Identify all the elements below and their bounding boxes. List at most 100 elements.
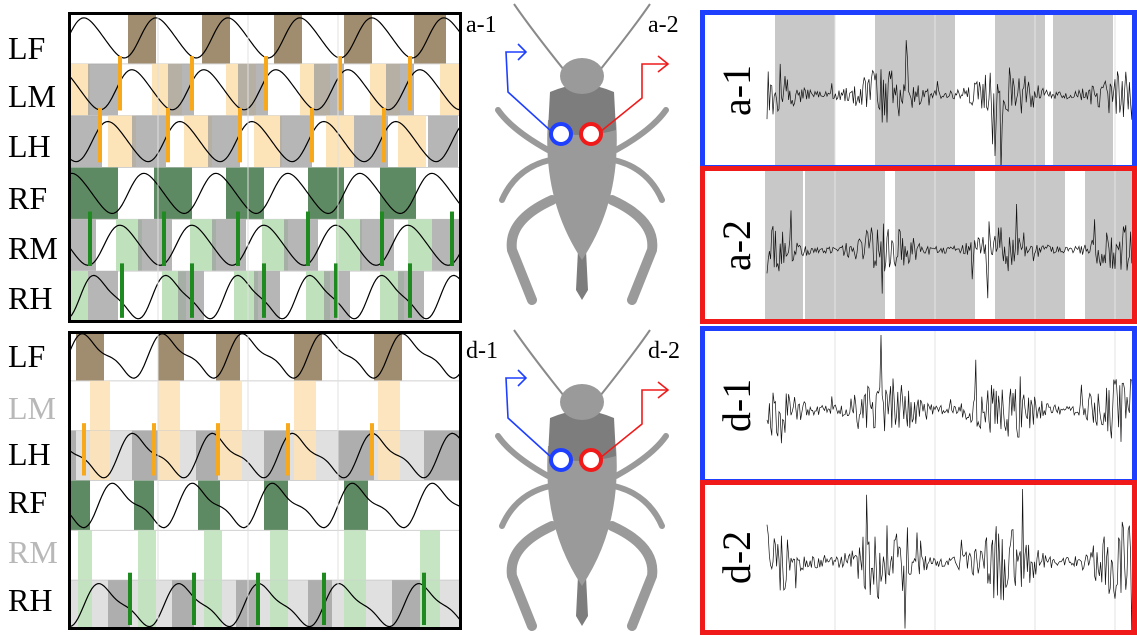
ovipositor <box>576 576 588 626</box>
swing-band <box>138 580 156 630</box>
touchdown-marker <box>152 423 156 476</box>
abdomen <box>547 120 617 260</box>
stance-band <box>132 115 166 168</box>
touchdown-marker <box>370 423 374 476</box>
electrode-label-right-top: a-2 <box>648 12 679 38</box>
swing-band <box>158 430 180 481</box>
leg-label-rf-2: RF <box>8 484 48 520</box>
joint-angle-trace <box>68 172 462 215</box>
swing-band <box>202 12 230 64</box>
midleg-left <box>499 157 553 203</box>
touchdown-marker <box>166 107 170 163</box>
recording-label-d-2: d-2 <box>714 530 760 585</box>
touchdown-marker <box>286 423 290 476</box>
hindleg-right <box>607 521 658 631</box>
electrode-left <box>549 122 573 146</box>
electrode-right <box>579 448 603 472</box>
stance-band <box>88 63 118 116</box>
stance-band <box>88 271 118 323</box>
touchdown-marker <box>128 572 132 626</box>
wire-right <box>599 63 668 133</box>
joint-angle-trace <box>68 224 462 266</box>
leg-label-rm: RM <box>8 230 58 266</box>
stance-band <box>428 115 458 168</box>
stance-band <box>238 63 268 116</box>
swing-band <box>68 63 90 116</box>
swing-band <box>336 219 362 272</box>
joint-angle-trace <box>68 482 462 529</box>
stance-band <box>108 580 130 630</box>
emg-trace <box>766 203 1132 299</box>
wire-arrow-right <box>657 55 670 73</box>
swing-band <box>154 167 192 220</box>
swing-band <box>78 530 92 581</box>
swing-band <box>274 12 302 64</box>
gait-chart-bottom <box>68 331 462 630</box>
hindleg-left <box>506 521 557 631</box>
electrode-label-left-bottom: d-1 <box>466 338 498 364</box>
stance-band <box>172 580 194 630</box>
stance-band <box>284 219 318 272</box>
wire-left <box>505 377 553 459</box>
foreleg-left <box>495 107 551 153</box>
touchdown-marker <box>338 56 342 111</box>
pronotum <box>548 411 616 461</box>
leg-label-lm: LM <box>8 78 56 114</box>
stance-band <box>338 430 374 481</box>
leg-label-lh: LH <box>8 128 51 164</box>
swing-band <box>440 63 462 116</box>
stance-shade <box>765 171 803 319</box>
touchdown-marker <box>306 211 310 266</box>
gait-frame-bottom <box>68 331 462 630</box>
touchdown-marker <box>422 572 426 626</box>
leg-label-rf: RF <box>8 180 48 216</box>
leg-label-lm-2: LM <box>8 390 56 426</box>
touchdown-marker <box>450 211 454 266</box>
touchdown-marker <box>262 263 266 318</box>
swing-band <box>420 530 440 581</box>
emg-trace <box>766 488 1132 630</box>
ovipositor <box>576 250 588 300</box>
stance-band <box>392 580 420 630</box>
touchdown-marker <box>192 572 196 626</box>
cricket-illustration-bottom <box>495 329 670 631</box>
touchdown-marker <box>82 423 86 476</box>
recording-a-2: a-2 <box>700 166 1137 324</box>
recording-d-1: d-1 <box>700 326 1137 484</box>
touchdown-marker <box>334 263 338 318</box>
touchdown-marker <box>190 56 194 111</box>
wire-arrow-right <box>657 381 670 399</box>
swing-band <box>108 115 136 168</box>
swing-band <box>134 480 154 531</box>
foreleg-right <box>613 433 669 479</box>
joint-angle-trace <box>68 582 462 628</box>
swing-band <box>226 167 264 220</box>
abdomen <box>547 446 617 586</box>
touchdown-marker <box>382 107 386 163</box>
touchdown-marker <box>216 423 220 476</box>
swing-band <box>344 480 368 531</box>
pronotum <box>548 85 616 135</box>
antenna-right <box>599 3 651 71</box>
leg-label-lf-2: LF <box>8 338 46 374</box>
joint-angle-trace <box>68 432 462 479</box>
antenna-left <box>513 3 565 71</box>
antenna-left <box>513 329 565 397</box>
recording-d-2: d-2 <box>700 480 1137 635</box>
electrode-label-right-bottom: d-2 <box>648 338 680 364</box>
stance-band <box>212 219 246 272</box>
gait-chart-top <box>68 12 462 323</box>
swing-band <box>220 430 242 481</box>
stance-shade <box>995 171 1065 319</box>
swing-band <box>138 530 156 581</box>
swing-band <box>78 580 92 630</box>
recording-label-d-1: d-1 <box>714 378 760 432</box>
touchdown-marker <box>236 211 240 266</box>
swing-band <box>204 530 222 581</box>
touchdown-marker <box>408 263 412 318</box>
swing-band <box>90 380 110 431</box>
midleg-right <box>611 483 665 529</box>
recording-a-1: a-1 <box>700 10 1137 170</box>
emg-trace <box>766 40 1132 165</box>
swing-band <box>270 530 288 581</box>
